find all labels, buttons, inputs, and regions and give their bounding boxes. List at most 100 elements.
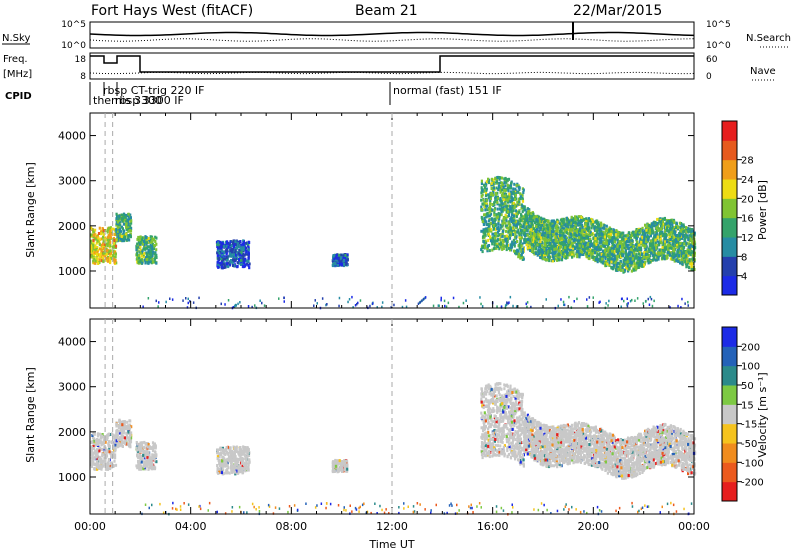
echo-cell bbox=[683, 233, 687, 237]
echo-cell bbox=[611, 236, 614, 239]
echo-cell bbox=[635, 238, 638, 242]
echo-cell bbox=[638, 252, 641, 256]
echo-cell bbox=[231, 260, 234, 264]
echo-cell bbox=[112, 227, 115, 231]
echo-cell bbox=[667, 253, 670, 256]
echo-cell bbox=[543, 251, 546, 255]
echo-cell bbox=[443, 299, 446, 303]
echo-cell bbox=[613, 239, 616, 243]
echo-cell bbox=[690, 246, 693, 250]
echo-cell bbox=[504, 198, 507, 202]
echo-cell bbox=[499, 223, 502, 227]
echo-cell bbox=[588, 230, 591, 234]
echo-cell bbox=[597, 221, 600, 225]
echo-cell bbox=[508, 210, 511, 214]
echo-cell bbox=[574, 238, 577, 242]
echo-cell bbox=[263, 304, 266, 307]
echo-cell bbox=[233, 263, 236, 267]
echo-cell bbox=[502, 198, 505, 202]
echo-cell bbox=[523, 239, 526, 243]
echo-cell bbox=[506, 207, 509, 211]
echo-cell bbox=[514, 193, 517, 197]
echo-cell bbox=[113, 255, 116, 259]
echo-cell bbox=[621, 265, 624, 269]
echo-cell bbox=[583, 241, 586, 245]
echo-cell bbox=[501, 234, 504, 238]
echo-cell bbox=[109, 261, 112, 265]
echo-cell bbox=[192, 301, 195, 304]
echo-cell bbox=[499, 176, 502, 180]
velocity-echo-cells bbox=[90, 382, 697, 516]
echo-cell bbox=[483, 201, 486, 205]
echo-cell bbox=[538, 249, 541, 253]
echo-cell bbox=[612, 261, 615, 265]
colorbar-segment bbox=[722, 256, 737, 277]
echo-cell bbox=[484, 194, 488, 198]
echo-cell bbox=[465, 299, 467, 302]
echo-cell bbox=[243, 253, 246, 257]
echo-cell bbox=[497, 227, 500, 231]
echo-cell bbox=[642, 255, 646, 259]
echo-cell bbox=[564, 238, 568, 242]
echo-cell bbox=[491, 248, 494, 252]
echo-cell bbox=[603, 226, 606, 230]
echo-cell bbox=[513, 182, 516, 186]
echo-cell bbox=[664, 228, 667, 232]
echo-cell bbox=[216, 249, 219, 253]
echo-cell bbox=[612, 232, 615, 236]
echo-cell bbox=[222, 258, 225, 262]
echo-cell bbox=[562, 221, 565, 225]
echo-cell bbox=[518, 188, 521, 191]
echo-cell bbox=[224, 249, 227, 253]
echo-cell bbox=[152, 250, 155, 254]
echo-cell bbox=[100, 443, 103, 447]
echo-cell bbox=[566, 222, 569, 226]
echo-cell bbox=[524, 208, 527, 212]
echo-cell bbox=[141, 261, 144, 265]
echo-cell bbox=[668, 232, 671, 236]
echo-cell bbox=[632, 268, 635, 272]
echo-cell bbox=[678, 221, 681, 225]
echo-cell bbox=[242, 256, 245, 260]
echo-cell bbox=[674, 238, 678, 241]
echo-cell bbox=[557, 256, 560, 260]
echo-cell bbox=[661, 245, 664, 249]
echo-cell bbox=[119, 223, 122, 227]
echo-cell bbox=[219, 240, 222, 244]
echo-cell bbox=[614, 237, 617, 241]
echo-cell bbox=[616, 255, 619, 259]
echo-cell bbox=[489, 235, 492, 239]
echo-cell bbox=[645, 299, 647, 303]
echo-cell bbox=[484, 229, 487, 233]
echo-cell bbox=[107, 240, 110, 244]
echo-cell bbox=[629, 299, 632, 303]
echo-cell bbox=[607, 229, 610, 233]
echo-cell bbox=[583, 246, 586, 250]
echo-cell bbox=[586, 305, 589, 308]
echo-cell bbox=[535, 218, 538, 221]
echo-cell bbox=[667, 229, 670, 233]
echo-cell bbox=[238, 258, 241, 261]
echo-cell bbox=[673, 238, 676, 242]
echo-cell bbox=[240, 258, 243, 262]
echo-cell bbox=[107, 234, 110, 238]
echo-cell bbox=[596, 260, 599, 264]
echo-cell bbox=[631, 298, 633, 302]
echo-cell bbox=[550, 230, 553, 234]
echo-cell bbox=[491, 220, 494, 224]
echo-cell bbox=[501, 207, 504, 211]
echo-cell bbox=[127, 235, 130, 239]
echo-cell bbox=[223, 257, 226, 261]
echo-cell bbox=[106, 249, 110, 253]
echo-cell bbox=[507, 230, 510, 234]
echo-cell bbox=[692, 250, 695, 254]
nsearch-trace bbox=[89, 38, 694, 42]
echo-cell bbox=[502, 221, 505, 225]
echo-cell bbox=[519, 192, 522, 196]
echo-cell bbox=[681, 297, 683, 301]
echo-cell bbox=[508, 208, 511, 212]
echo-cell bbox=[516, 212, 519, 216]
echo-cell bbox=[352, 306, 354, 309]
echo-cell bbox=[590, 222, 593, 226]
echo-cell bbox=[100, 237, 103, 241]
